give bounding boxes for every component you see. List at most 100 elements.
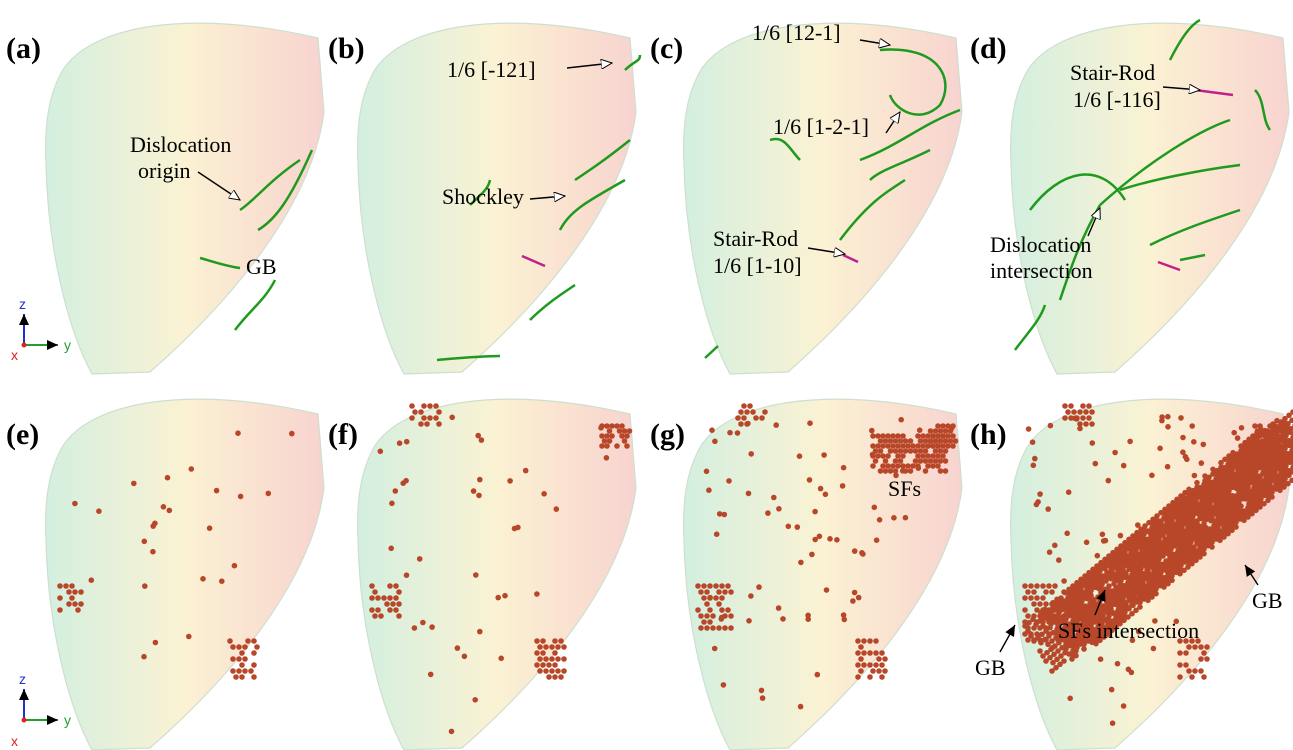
atom	[726, 478, 732, 484]
atom	[239, 674, 245, 680]
atom	[558, 638, 564, 644]
atom	[1153, 531, 1159, 537]
atom	[1151, 646, 1157, 652]
atom	[735, 430, 741, 436]
atom	[888, 438, 894, 444]
atom	[1071, 409, 1077, 415]
atom	[1030, 617, 1036, 623]
atom	[1112, 450, 1118, 456]
atom	[555, 656, 561, 662]
atom	[372, 613, 378, 619]
atom	[707, 619, 713, 625]
atom	[900, 463, 906, 469]
atom	[861, 662, 867, 668]
atom	[396, 613, 402, 619]
atom	[1151, 578, 1157, 584]
atom	[920, 453, 926, 459]
atom	[549, 644, 555, 650]
atom	[709, 427, 715, 433]
atom	[933, 458, 939, 464]
atom	[1199, 508, 1205, 514]
atom	[238, 494, 244, 500]
atom	[698, 625, 704, 631]
atom	[1183, 551, 1189, 557]
atom	[891, 515, 897, 521]
atom	[1149, 473, 1155, 479]
grain	[46, 399, 324, 750]
atom	[251, 662, 257, 668]
atom	[1052, 543, 1058, 549]
atom	[245, 638, 251, 644]
atom	[875, 433, 881, 439]
atom	[479, 437, 485, 443]
atom	[561, 656, 567, 662]
atom	[879, 662, 885, 668]
atom	[378, 613, 384, 619]
axis-label: z	[19, 296, 26, 312]
atom	[1028, 633, 1034, 639]
atom	[369, 583, 375, 589]
atom	[436, 421, 442, 427]
atom	[953, 438, 959, 444]
atom	[381, 595, 387, 601]
atom	[717, 511, 723, 517]
atom	[903, 448, 909, 454]
figure: z x y z x y (a) (b) (c) (d) (e) (f) (g) …	[0, 0, 1293, 750]
atom	[599, 433, 605, 439]
atom	[1177, 650, 1183, 656]
atom	[852, 548, 858, 554]
annotation: Stair-Rod	[1070, 60, 1155, 85]
atom	[893, 458, 899, 464]
atom	[746, 618, 752, 624]
annotation: Dislocation	[990, 232, 1091, 257]
atom	[727, 430, 733, 436]
atom	[617, 428, 623, 434]
atom	[1074, 415, 1080, 421]
atom	[523, 468, 529, 474]
atom	[472, 697, 478, 703]
atom	[1031, 463, 1037, 469]
atom	[1062, 403, 1068, 409]
atom	[1090, 440, 1096, 446]
atom	[57, 607, 63, 613]
atom	[882, 668, 888, 674]
atom	[807, 420, 813, 426]
atom	[728, 589, 734, 595]
atom	[712, 439, 718, 445]
atom	[741, 403, 747, 409]
atom	[477, 477, 483, 483]
atom	[701, 619, 707, 625]
atom	[396, 601, 402, 607]
atom	[1187, 518, 1193, 524]
atom	[534, 650, 540, 656]
atom	[396, 589, 402, 595]
atom	[1068, 403, 1074, 409]
atom	[1040, 623, 1046, 629]
atom	[1123, 571, 1129, 577]
atom	[1076, 603, 1082, 609]
atom	[421, 403, 427, 409]
atom	[858, 644, 864, 650]
atom	[698, 589, 704, 595]
axis-label: y	[64, 337, 71, 353]
atom	[78, 601, 84, 607]
atom	[1084, 540, 1090, 546]
atom	[1118, 533, 1124, 539]
atom	[1193, 528, 1199, 534]
atom	[812, 509, 818, 515]
atom	[1175, 558, 1181, 564]
atom	[747, 403, 753, 409]
atom	[1224, 479, 1230, 485]
atom	[930, 433, 936, 439]
atom	[903, 515, 909, 521]
atom	[898, 448, 904, 454]
atom	[760, 695, 766, 701]
atom	[236, 644, 242, 650]
atom	[1153, 561, 1159, 567]
atom	[266, 491, 272, 497]
annotation: GB	[246, 254, 277, 279]
atom	[619, 423, 625, 429]
atom	[1177, 662, 1183, 668]
atom	[716, 589, 722, 595]
panel-label: (h)	[970, 418, 1007, 451]
